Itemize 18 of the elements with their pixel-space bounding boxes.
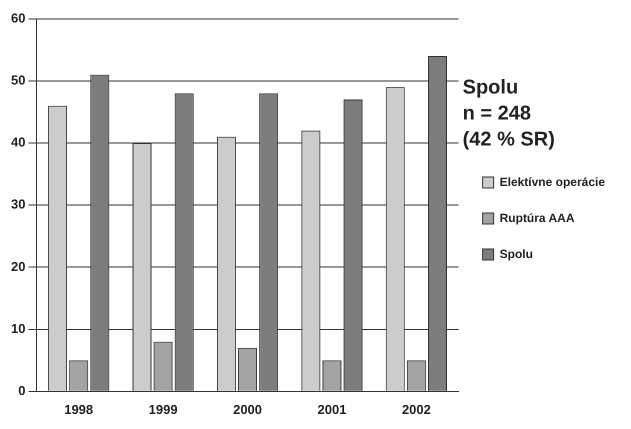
x-tick-label: 1998 <box>64 402 94 417</box>
y-tick-label: 20 <box>10 258 26 274</box>
legend-label: Elektívne operácie <box>500 174 606 189</box>
y-tick-label: 30 <box>10 196 26 212</box>
y-tick-label: 0 <box>18 382 26 398</box>
x-tick-label: 2001 <box>318 402 346 417</box>
y-tick-label: 40 <box>10 134 26 150</box>
text: (42 % SR) <box>462 128 555 151</box>
legend-label: Spolu <box>500 246 533 261</box>
y-tick-label: 50 <box>10 72 26 88</box>
y-tick-label: 60 <box>10 10 26 26</box>
x-tick-label: 1999 <box>148 402 178 417</box>
x-tick-label: 2002 <box>402 402 431 417</box>
text: Spolu <box>462 76 518 99</box>
x-tick-label: 2000 <box>233 402 262 417</box>
legend-label: Ruptúra AAA <box>500 210 575 225</box>
text: n = 248 <box>462 102 532 125</box>
y-tick-label: 10 <box>10 320 26 336</box>
